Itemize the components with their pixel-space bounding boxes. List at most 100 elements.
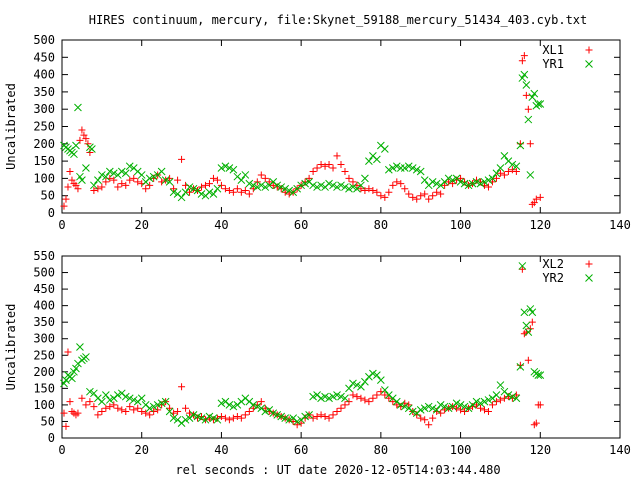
x-tick-label: 140 bbox=[609, 218, 631, 232]
data-point bbox=[397, 180, 405, 188]
data-point bbox=[380, 386, 389, 394]
x-tick-label: 100 bbox=[450, 218, 472, 232]
data-point bbox=[205, 188, 214, 197]
data-point bbox=[432, 406, 441, 414]
data-point bbox=[333, 391, 341, 399]
legend-label: YR1 bbox=[542, 57, 564, 71]
data-point bbox=[321, 162, 329, 170]
data-point bbox=[145, 404, 154, 413]
data-point bbox=[205, 180, 213, 188]
data-point bbox=[373, 155, 381, 164]
y-tick-label: 100 bbox=[33, 171, 55, 185]
data-point bbox=[361, 187, 369, 195]
data-point bbox=[117, 167, 126, 176]
data-point bbox=[225, 164, 234, 172]
data-point bbox=[90, 403, 98, 411]
data-point bbox=[369, 187, 377, 195]
x-tick-label: 20 bbox=[134, 218, 148, 232]
data-point bbox=[217, 164, 226, 172]
data-point bbox=[512, 167, 520, 175]
data-point bbox=[105, 167, 114, 176]
data-point bbox=[121, 169, 130, 178]
data-point bbox=[137, 171, 146, 179]
data-point bbox=[480, 397, 489, 406]
data-point bbox=[313, 164, 321, 172]
data-point bbox=[325, 179, 333, 188]
data-point bbox=[125, 162, 134, 171]
data-point bbox=[492, 398, 500, 406]
data-point bbox=[468, 179, 477, 188]
data-point bbox=[118, 180, 126, 188]
data-point bbox=[213, 414, 221, 422]
data-point bbox=[377, 376, 385, 384]
data-point bbox=[484, 183, 492, 191]
data-point bbox=[393, 178, 401, 186]
data-point bbox=[532, 195, 540, 203]
data-point bbox=[345, 398, 353, 406]
data-point bbox=[149, 172, 158, 181]
data-point bbox=[526, 171, 535, 179]
data-point bbox=[241, 411, 249, 419]
data-point bbox=[325, 394, 333, 403]
data-point bbox=[408, 164, 417, 172]
data-point bbox=[198, 183, 205, 191]
data-point bbox=[113, 391, 122, 399]
data-point bbox=[460, 179, 469, 188]
data-point bbox=[213, 184, 222, 193]
data-point bbox=[536, 401, 544, 409]
series-yr2 bbox=[60, 262, 545, 427]
data-point bbox=[165, 178, 174, 186]
data-point bbox=[181, 188, 190, 197]
y-tick-label: 100 bbox=[33, 398, 55, 412]
data-point bbox=[516, 141, 525, 150]
data-point bbox=[496, 169, 504, 177]
data-point bbox=[66, 167, 74, 175]
data-point bbox=[225, 187, 233, 195]
data-point bbox=[98, 171, 106, 179]
data-point bbox=[477, 178, 484, 186]
y-tick-label: 0 bbox=[48, 206, 55, 220]
data-point bbox=[170, 185, 178, 193]
y-tick-label: 50 bbox=[41, 414, 55, 428]
data-point bbox=[166, 404, 174, 412]
data-point bbox=[82, 164, 90, 172]
data-point bbox=[448, 176, 457, 184]
data-point bbox=[396, 401, 405, 409]
data-point bbox=[464, 181, 473, 190]
data-point bbox=[373, 371, 381, 379]
data-point bbox=[146, 181, 154, 189]
data-point bbox=[257, 171, 265, 179]
data-point bbox=[109, 169, 118, 178]
data-point bbox=[78, 394, 86, 402]
data-point bbox=[189, 184, 198, 193]
data-point bbox=[329, 181, 337, 190]
data-point bbox=[130, 406, 138, 414]
x-tick-label: 120 bbox=[529, 443, 551, 457]
legend-label: XL1 bbox=[542, 43, 564, 57]
data-point bbox=[508, 166, 516, 174]
data-point bbox=[424, 402, 433, 411]
data-point bbox=[229, 414, 237, 422]
data-point bbox=[237, 414, 245, 422]
data-point bbox=[452, 399, 461, 408]
data-point bbox=[477, 404, 484, 412]
x-axis-label: rel seconds : UT date 2020-12-05T14:03:4… bbox=[175, 463, 500, 477]
data-point bbox=[389, 398, 397, 406]
y-tick-label: 400 bbox=[33, 299, 55, 313]
data-point bbox=[457, 406, 465, 414]
data-point bbox=[257, 398, 265, 406]
data-point bbox=[185, 183, 194, 191]
data-point bbox=[174, 408, 182, 416]
data-point bbox=[60, 409, 68, 417]
data-point bbox=[221, 185, 229, 193]
data-point bbox=[409, 193, 417, 201]
data-point bbox=[400, 164, 409, 172]
data-point bbox=[253, 178, 261, 186]
data-point bbox=[181, 415, 190, 424]
data-point bbox=[472, 397, 481, 406]
data-point bbox=[345, 184, 353, 193]
data-point bbox=[118, 406, 126, 414]
data-point bbox=[524, 105, 532, 113]
data-point bbox=[182, 404, 190, 412]
data-point bbox=[508, 392, 517, 401]
